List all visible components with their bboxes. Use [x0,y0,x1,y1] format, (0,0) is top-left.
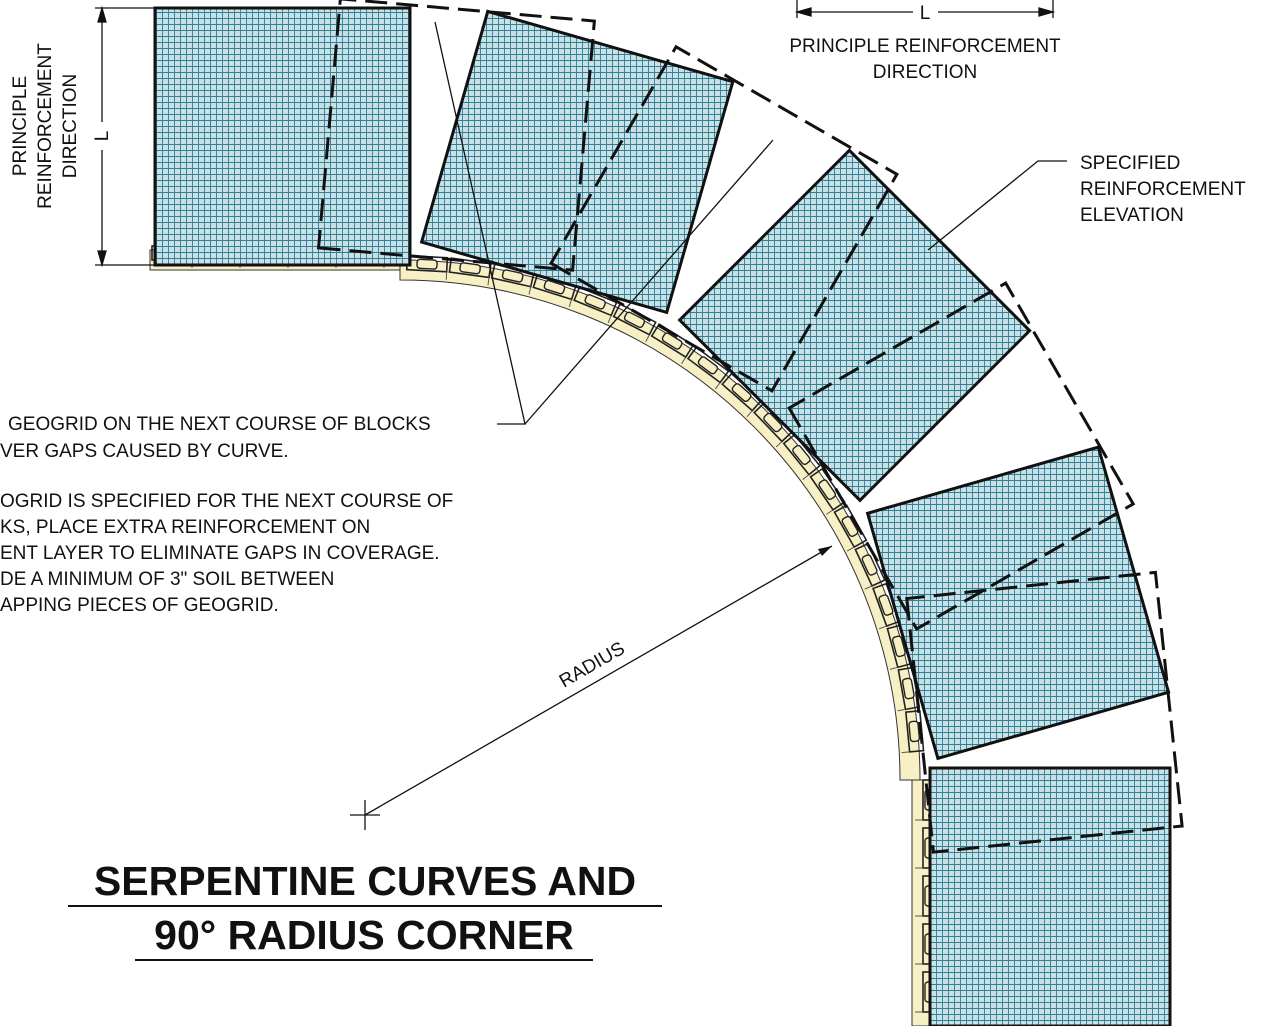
dimension-text: REINFORCEMENT [35,43,56,209]
dimension-text: PRINCIPLE REINFORCEMENT [789,36,1061,57]
block-core [909,721,920,742]
leader-line [928,161,1067,250]
block-core [460,262,481,274]
block-core [417,259,437,269]
geogrid-panel [155,8,410,265]
note-text: OGRID IS SPECIFIED FOR THE NEXT COURSE O… [0,491,453,512]
title: SERPENTINE CURVES AND [94,858,636,904]
note-text: ENT LAYER TO ELIMINATE GAPS IN COVERAGE. [0,543,440,564]
dimension-label: L [920,3,931,24]
arrowhead [818,546,832,556]
center-mark [350,800,380,830]
geogrid-panel [930,768,1170,1026]
note-text: DE A MINIMUM OF 3" SOIL BETWEEN [0,569,334,590]
dimension-text: DIRECTION [873,62,978,83]
geogrid-panel [680,150,1030,500]
dimension-text: DIRECTION [60,74,81,179]
note-text: GEOGRID ON THE NEXT COURSE OF BLOCKS [8,414,431,435]
dimension-label: L [92,131,113,142]
note-text: KS, PLACE EXTRA REINFORCEMENT ON [0,517,370,538]
drawing: L PRINCIPLE REINFORCEMENT DIRECTION L PR… [0,0,1281,1026]
callout-text: REINFORCEMENT [1080,179,1246,200]
radius-line [365,546,832,815]
note-text: APPING PIECES OF GEOGRID. [0,595,279,616]
callout-text: SPECIFIED [1080,153,1180,174]
dimension-text: PRINCIPLE [10,76,31,176]
note-text: VER GAPS CAUSED BY CURVE. [0,441,289,462]
callout-text: ELEVATION [1080,205,1184,226]
title: 90° RADIUS CORNER [154,912,574,958]
